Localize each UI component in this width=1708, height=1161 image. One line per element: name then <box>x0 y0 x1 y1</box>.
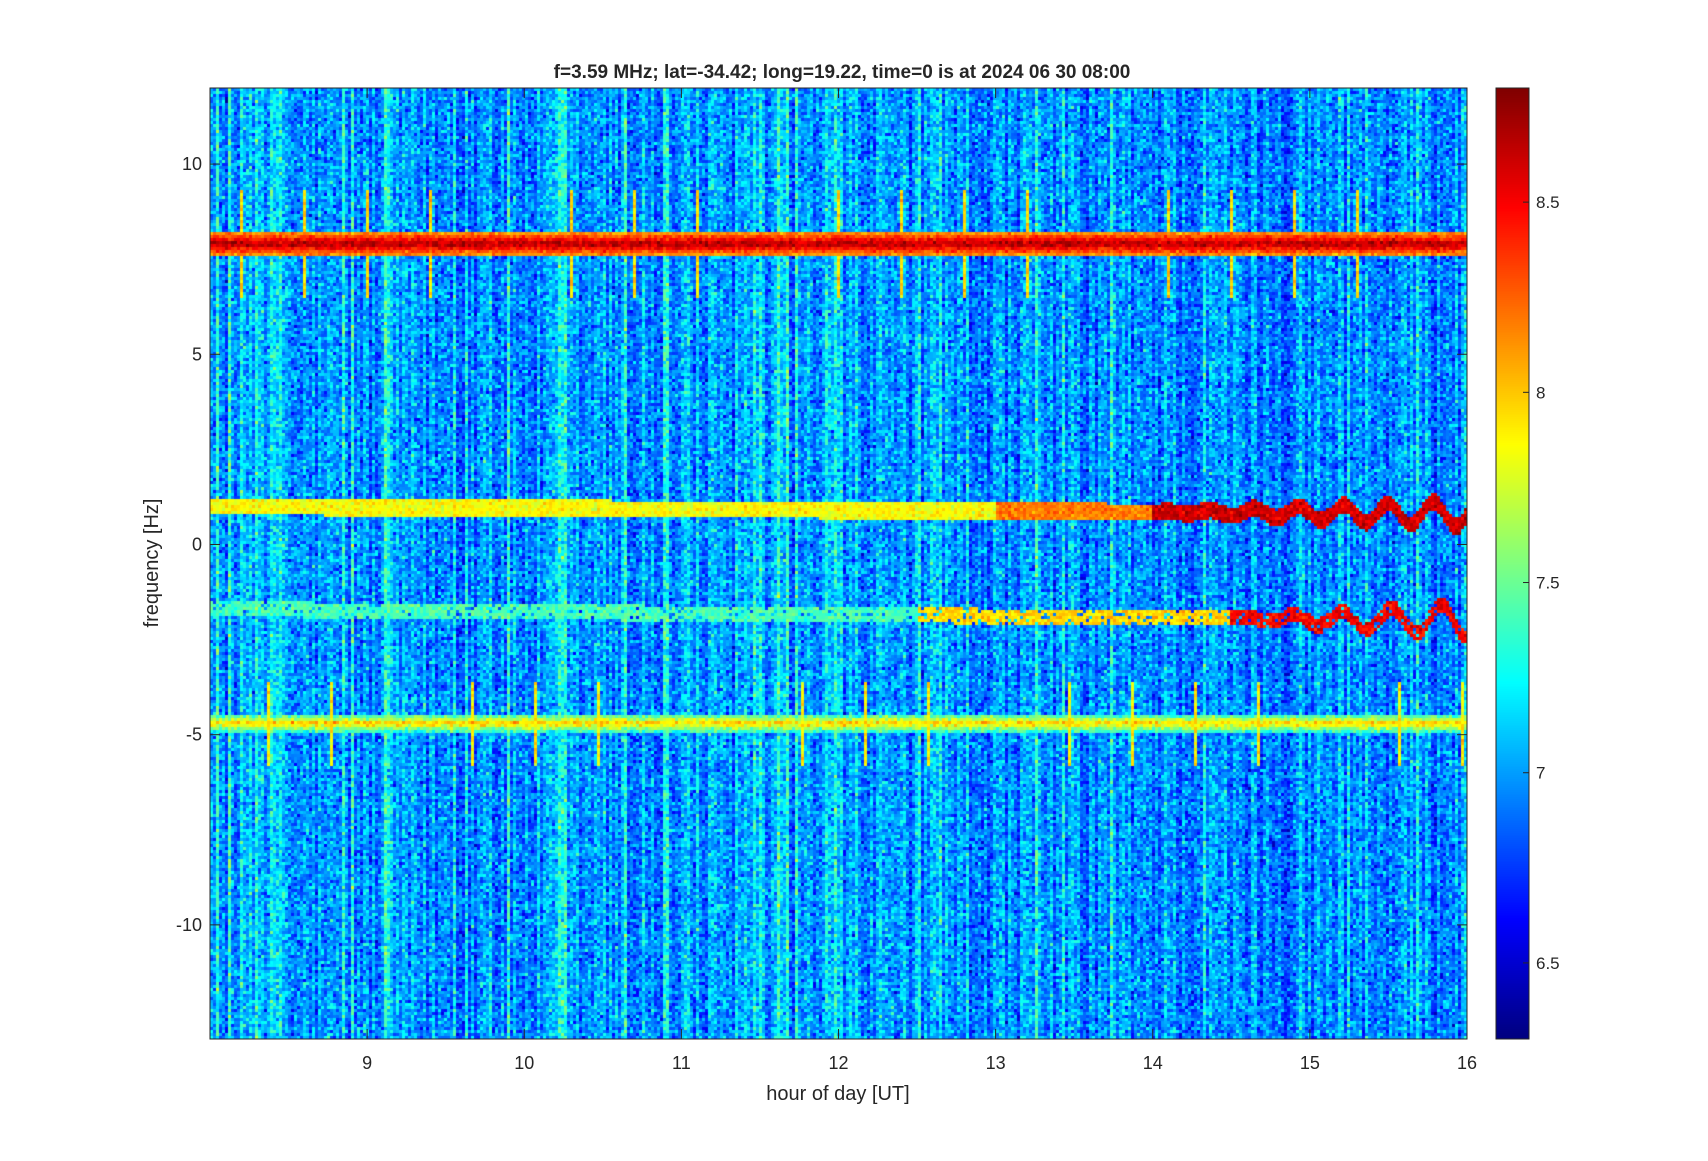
x-tick-label: 14 <box>1143 1053 1163 1073</box>
colorbar-tick-label: 8.5 <box>1536 193 1560 212</box>
x-tick-label: 11 <box>672 1053 691 1073</box>
colorbar-tick-label: 6.5 <box>1536 954 1560 973</box>
spectrogram-heatmap <box>210 88 1467 1039</box>
y-tick-label: -10 <box>176 915 202 935</box>
spectrogram-image-holder <box>210 88 1467 1039</box>
colorbar-tick-label: 7.5 <box>1536 574 1560 593</box>
colorbar-tick-label: 8 <box>1536 383 1545 402</box>
colorbar-frame <box>1495 87 1530 1040</box>
y-axis-ticks: 10 5 0 -5 -10 <box>176 154 1467 935</box>
y-tick-label: 0 <box>192 534 202 554</box>
colorbar-image-holder <box>1496 88 1529 1039</box>
y-axis-label: frequency [Hz] <box>141 499 163 628</box>
x-axis-ticks: 9 10 11 12 13 14 15 16 <box>362 88 1477 1073</box>
chart-title: f=3.59 MHz; lat=-34.42; long=19.22, time… <box>554 62 1131 83</box>
x-tick-label: 15 <box>1300 1053 1320 1073</box>
plot-frame <box>209 87 1468 1040</box>
x-axis-label: hour of day [UT] <box>766 1083 909 1105</box>
colorbar-ticks: 8.5 8 7.5 7 6.5 <box>1523 193 1560 973</box>
y-tick-label: 5 <box>192 344 202 364</box>
colorbar-tick-label: 7 <box>1536 764 1545 783</box>
x-tick-label: 16 <box>1457 1053 1477 1073</box>
x-tick-label: 13 <box>986 1053 1006 1073</box>
x-tick-label: 9 <box>362 1053 372 1073</box>
colorbar-gradient <box>1496 88 1529 1039</box>
y-tick-label: -5 <box>186 725 202 745</box>
y-tick-label: 10 <box>182 154 202 174</box>
x-tick-label: 10 <box>514 1053 534 1073</box>
x-tick-label: 12 <box>828 1053 848 1073</box>
